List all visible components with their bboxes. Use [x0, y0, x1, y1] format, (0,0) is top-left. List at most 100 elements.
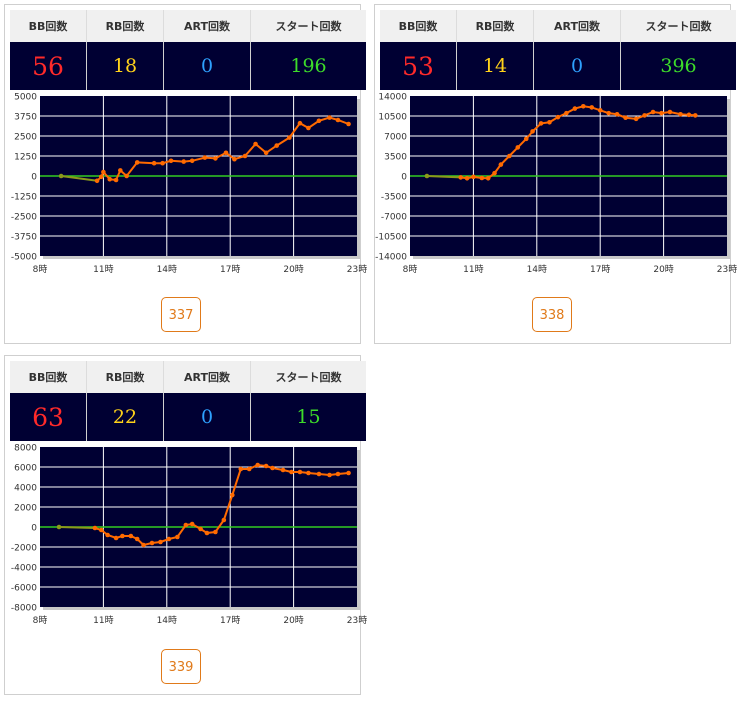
data-point — [606, 110, 611, 116]
x-tick-label: 14時 — [157, 615, 177, 626]
data-point — [327, 472, 332, 478]
x-tick-label: 20時 — [283, 615, 303, 626]
data-point — [118, 168, 123, 173]
data-point — [242, 153, 248, 159]
art-header: ART回数 — [163, 361, 251, 393]
data-point — [221, 517, 227, 523]
y-tick-label: 1250 — [14, 153, 37, 163]
data-point — [335, 117, 341, 123]
data-point — [555, 114, 561, 120]
data-point — [650, 109, 656, 115]
data-point — [94, 178, 100, 184]
data-point — [141, 542, 146, 548]
data-point — [686, 112, 692, 118]
x-tick-label: 20時 — [283, 264, 303, 275]
data-point — [168, 158, 174, 164]
x-tick-label: 23時 — [717, 264, 737, 275]
data-point — [693, 113, 698, 118]
data-point — [424, 173, 430, 179]
data-point — [614, 111, 620, 117]
data-point — [158, 539, 163, 545]
data-point — [134, 160, 140, 165]
bb-count: 53 — [380, 42, 457, 90]
x-tick-label: 17時 — [220, 615, 240, 626]
data-point — [255, 462, 260, 468]
data-point — [58, 173, 64, 179]
x-tick-label: 8時 — [33, 615, 48, 626]
data-point — [523, 136, 529, 142]
data-point — [253, 141, 258, 147]
x-tick-label: 11時 — [93, 615, 113, 626]
data-point — [270, 465, 275, 471]
data-point — [458, 175, 464, 180]
data-point — [346, 470, 351, 476]
data-point — [289, 469, 294, 475]
data-point — [678, 111, 683, 117]
machine-card: BB回数 RB回数 ART回数 スタート回数 56 18 0 196 5000 3… — [4, 4, 367, 344]
data-point — [623, 115, 628, 121]
data-point — [572, 106, 578, 111]
series-line-start — [58, 526, 95, 529]
data-point — [213, 156, 218, 161]
y-tick-label: 3750 — [14, 113, 37, 123]
data-point — [181, 159, 187, 164]
y-tick-label: -3750 — [11, 233, 37, 243]
data-point — [538, 121, 544, 126]
x-tick-label: 23時 — [347, 264, 367, 275]
y-tick-label: -6000 — [11, 584, 37, 594]
art-count: 0 — [163, 42, 251, 90]
x-tick-label: 8時 — [33, 264, 48, 275]
x-tick-label: 20時 — [653, 264, 673, 275]
data-point — [189, 158, 195, 164]
y-tick-label: 5000 — [14, 93, 37, 103]
art-count: 0 — [533, 42, 621, 90]
data-point — [160, 160, 165, 166]
data-point — [134, 536, 140, 542]
data-point — [204, 530, 210, 536]
data-point — [564, 110, 569, 116]
machine-number-button[interactable]: 337 — [161, 297, 201, 332]
machine-number-button[interactable]: 339 — [161, 649, 201, 684]
data-point — [346, 121, 351, 127]
start-count: 396 — [620, 42, 736, 90]
machine-number-button[interactable]: 338 — [532, 297, 572, 332]
data-point — [151, 160, 157, 166]
y-tick-label: -10500 — [375, 233, 407, 243]
data-point — [238, 466, 244, 472]
data-point — [633, 116, 639, 122]
data-point — [471, 174, 476, 180]
data-point — [306, 125, 311, 131]
data-point — [659, 110, 664, 116]
data-point — [223, 150, 229, 156]
data-point — [479, 175, 485, 181]
y-tick-label: -2000 — [11, 544, 37, 554]
data-point — [327, 115, 332, 120]
slump-chart: 14000 10500 7000 3500 0 -3500 -7000 -10500 -1400… — [375, 93, 737, 276]
data-point — [316, 471, 322, 477]
art-header: ART回数 — [533, 10, 621, 42]
data-point — [128, 533, 134, 539]
data-point — [263, 463, 269, 469]
rb-count: 22 — [86, 393, 164, 441]
stats-table: BB回数 RB回数 ART回数 スタート回数 56 18 0 196 — [10, 10, 366, 90]
data-point — [580, 103, 586, 109]
x-tick-label: 11時 — [93, 264, 113, 275]
x-tick-label: 11時 — [463, 264, 483, 275]
data-point — [263, 150, 269, 156]
start-count: 196 — [250, 42, 366, 90]
data-point — [213, 529, 218, 535]
x-tick-label: 14時 — [157, 264, 177, 275]
data-point — [297, 120, 303, 126]
rb-header: RB回数 — [86, 10, 164, 42]
bb-header: BB回数 — [10, 361, 87, 393]
start-count: 15 — [250, 393, 366, 441]
y-tick-label: 10500 — [378, 113, 407, 123]
data-point — [492, 170, 497, 176]
data-point — [335, 471, 341, 477]
series-line — [96, 116, 349, 182]
y-tick-label: 0 — [31, 173, 37, 183]
y-tick-label: 4000 — [14, 484, 37, 494]
data-point — [101, 169, 106, 175]
y-tick-label: -4000 — [11, 564, 37, 574]
data-point — [589, 105, 595, 110]
